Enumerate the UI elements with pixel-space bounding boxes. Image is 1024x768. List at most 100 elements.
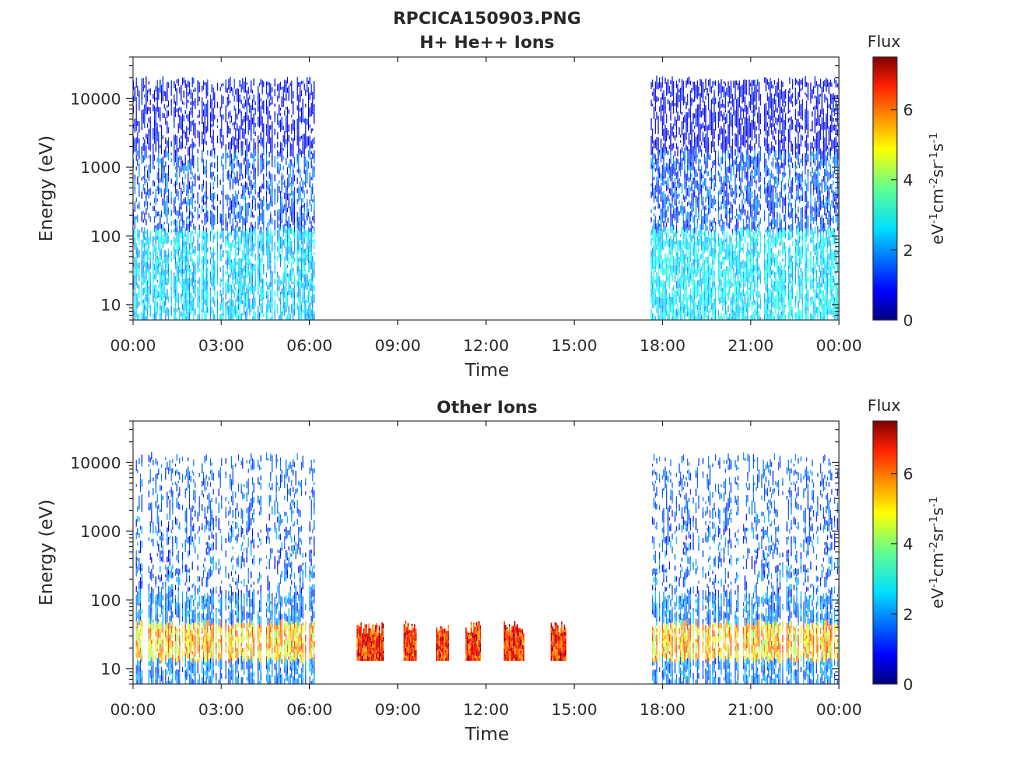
flux-cell [675,210,677,216]
flux-cell [296,239,298,245]
flux-cell [266,236,267,241]
flux-cell [670,102,672,109]
flux-cell [243,275,245,282]
flux-cell [723,104,725,109]
flux-cell [179,219,181,226]
flux-cell [284,86,286,93]
flux-cell [695,169,697,177]
flux-cell [222,305,224,313]
flux-cell [306,300,308,304]
flux-cell [277,84,279,92]
flux-cell [692,148,694,155]
flux-cell [246,248,248,256]
flux-cell [142,117,144,124]
flux-cell [653,94,655,101]
flux-cell [712,142,714,147]
flux-cell [149,141,151,149]
flux-cell [260,112,262,120]
flux-cell [155,262,157,268]
flux-cell [695,244,697,249]
flux-cell [689,146,691,154]
flux-cell [189,163,190,170]
flux-cell [281,185,283,190]
flux-cell [249,248,251,252]
flux-cell [675,157,677,163]
flux-cell [257,98,259,106]
flux-cell [681,147,683,153]
flux-cell [687,98,689,106]
flux-cell [303,118,305,124]
flux-cell [212,247,214,251]
flux-cell [236,221,238,228]
flux-cell [278,275,280,284]
flux-cell [673,285,675,291]
flux-cell [682,102,684,106]
flux-cell [692,265,694,271]
flux-cell [186,166,188,172]
flux-cell [145,150,147,159]
flux-cell [246,315,248,320]
flux-cell [253,117,255,122]
flux-cell [666,146,668,154]
flux-cell [194,103,196,109]
flux-cell [179,155,181,160]
flux-cell [713,270,715,277]
flux-cell [242,268,244,274]
flux-cell [684,304,686,311]
flux-cell [259,82,260,87]
flux-cell [675,119,677,127]
flux-cell [670,271,672,276]
flux-cell [235,180,237,185]
flux-cell [183,304,185,313]
flux-cell [699,169,701,175]
flux-cell [720,285,722,289]
flux-cell [250,208,252,211]
flux-cell [250,276,252,284]
flux-cell [277,271,279,277]
flux-cell [708,234,710,242]
flux-cell [179,277,181,284]
flux-cell [231,243,232,248]
flux-cell [285,233,287,238]
flux-cell [222,96,224,104]
flux-cell [222,83,224,86]
flux-cell [703,206,705,212]
flux-cell [242,229,244,237]
flux-cell [159,284,161,292]
flux-cell [301,315,302,320]
flux-cell [189,199,190,202]
flux-cell [180,167,182,173]
flux-cell [701,173,703,179]
flux-cell [666,162,668,167]
flux-cell [660,280,662,288]
flux-cell [705,118,707,126]
flux-cell [673,101,675,110]
flux-cell [219,136,221,144]
flux-cell [217,317,218,320]
flux-cell [682,222,684,230]
flux-cell [708,299,710,306]
flux-cell [145,237,147,240]
flux-cell [710,89,712,94]
flux-cell [660,223,662,228]
flux-cell [243,231,245,240]
flux-cell [210,231,211,239]
flux-cell [689,102,691,111]
flux-cell [154,289,155,293]
flux-cell [203,199,204,203]
flux-cell [176,227,178,232]
flux-cell [666,199,668,205]
flux-cell [724,214,726,219]
flux-cell [673,230,675,238]
flux-cell [231,170,232,179]
flux-cell [204,317,206,320]
flux-cell [207,216,209,222]
flux-cell [165,161,167,167]
flux-cell [147,261,148,269]
flux-cell [149,120,151,128]
flux-cell [245,302,246,308]
flux-cell [214,265,216,272]
flux-cell [715,208,717,211]
flux-cell [698,147,700,154]
flux-cell [182,235,183,242]
